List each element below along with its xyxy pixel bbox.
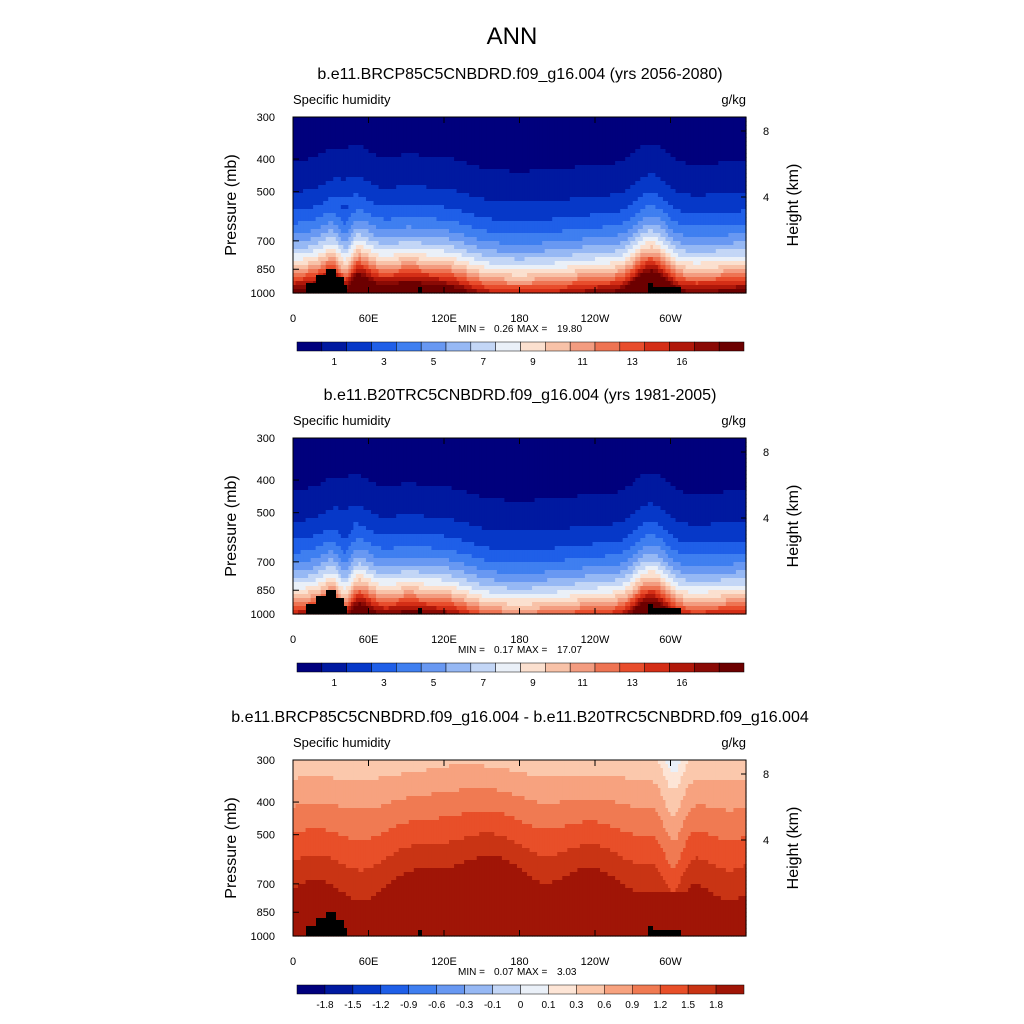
field-cells — [293, 117, 747, 294]
figure: ANN b.e11.BRCP85C5CNBDRD.f09_g16.004 (yr… — [0, 0, 1024, 1024]
panel-title: b.e11.BRCP85C5CNBDRD.f09_g16.004 (yrs 20… — [317, 66, 722, 83]
figure-title: ANN — [487, 23, 538, 50]
panel-1: b.e11.BRCP85C5CNBDRD.f09_g16.004 (yrs 20… — [223, 66, 802, 368]
units-label: g/kg — [721, 92, 746, 107]
panels: b.e11.BRCP85C5CNBDRD.f09_g16.004 (yrs 20… — [223, 66, 809, 1011]
variable-label: Specific humidity — [293, 92, 391, 107]
